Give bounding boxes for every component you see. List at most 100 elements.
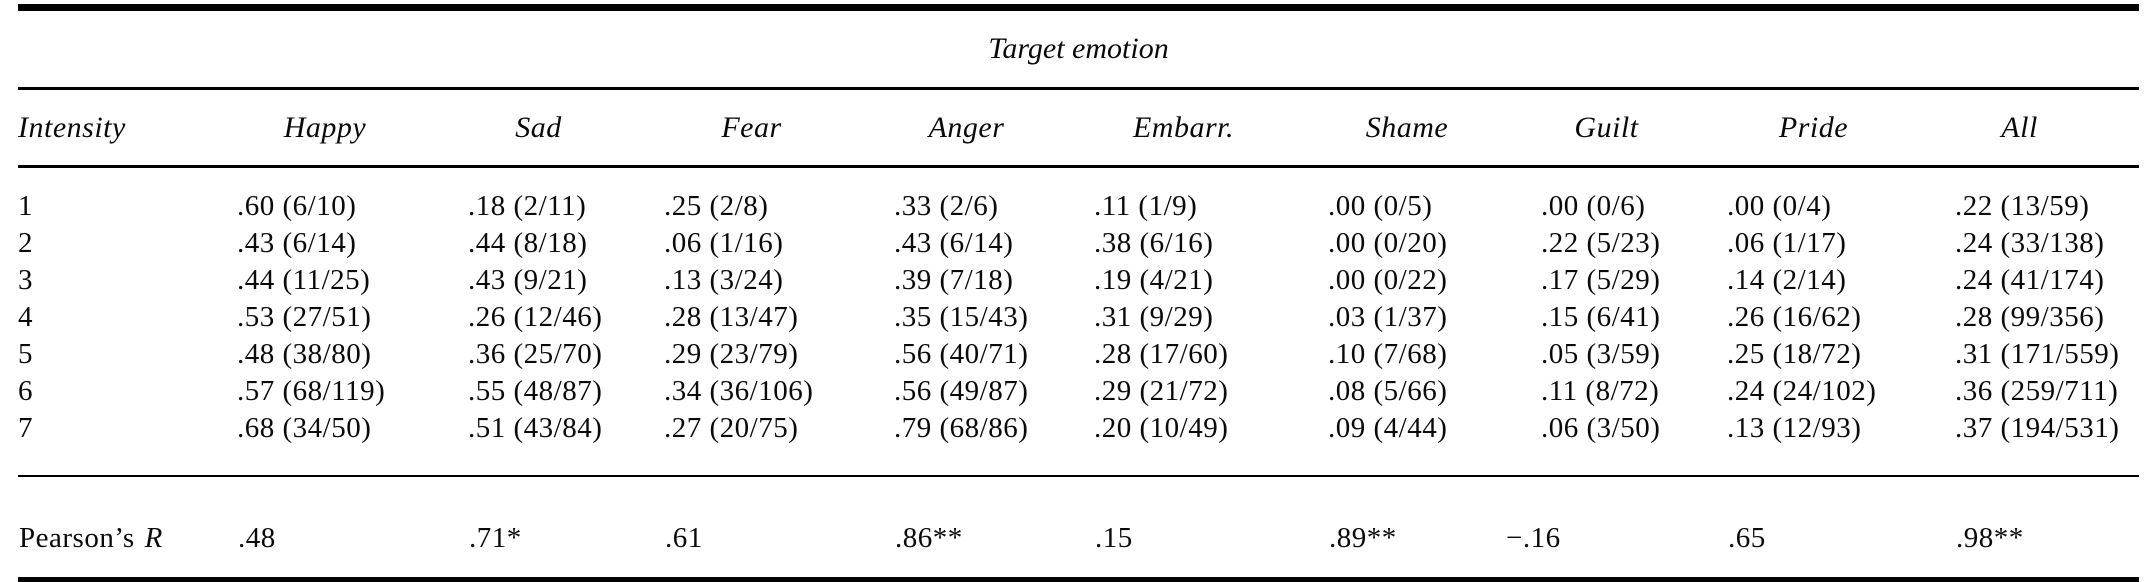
value-cell: .00 (0/4) (1727, 190, 1832, 222)
value-cell: .13 (12/93) (1727, 412, 1862, 444)
value-cell: .19 (4/21) (1094, 264, 1214, 296)
column-header-embarr: Embarr. (1094, 88, 1328, 168)
value-cell: .00 (0/20) (1328, 227, 1448, 259)
intensity-cell: 6 (18, 375, 33, 407)
intensity-cell: 1 (18, 190, 33, 222)
value-cell: .56 (49/87) (894, 375, 1029, 407)
value-cell: .31 (9/29) (1094, 301, 1214, 333)
summary-value-cell: −.16 (1506, 475, 1727, 581)
value-cell: .48 (38/80) (237, 338, 372, 370)
value-cell: .68 (34/50) (237, 412, 372, 444)
table-row: 2 .43 (6/14) .44 (8/18) .06 (1/16) .43 (6/14… (18, 225, 2139, 262)
value-cell: .13 (3/24) (664, 264, 784, 296)
value-cell: .20 (10/49) (1094, 412, 1229, 444)
column-header-intensity: Intensity (18, 88, 237, 168)
table-row: 4 .53 (27/51) .26 (12/46) .28 (13/47) .35 (1… (18, 299, 2139, 336)
intensity-cell: 5 (18, 338, 33, 370)
value-cell: .10 (7/68) (1328, 338, 1448, 370)
value-cell: .26 (16/62) (1727, 301, 1862, 333)
table-row: 3 .44 (11/25) .43 (9/21) .13 (3/24) .39 (7/1… (18, 262, 2139, 299)
value-cell: .39 (7/18) (894, 264, 1014, 296)
value-cell: .14 (2/14) (1727, 264, 1847, 296)
value-cell: .25 (2/8) (664, 190, 769, 222)
summary-value-cell: .71* (468, 475, 664, 581)
value-cell: .08 (5/66) (1328, 375, 1448, 407)
value-cell: .28 (99/356) (1955, 301, 2105, 333)
value-cell: .43 (9/21) (468, 264, 588, 296)
value-cell: .43 (6/14) (894, 227, 1014, 259)
value-cell: .29 (21/72) (1094, 375, 1229, 407)
value-cell: .25 (18/72) (1727, 338, 1862, 370)
summary-value-cell: .15 (1094, 475, 1328, 581)
value-cell: .57 (68/119) (237, 375, 386, 407)
intensity-cell: 2 (18, 227, 33, 259)
summary-value-cell: .48 (237, 475, 468, 581)
value-cell: .28 (13/47) (664, 301, 799, 333)
value-cell: .36 (259/711) (1955, 375, 2119, 407)
value-cell: .44 (8/18) (468, 227, 588, 259)
column-header-row: Intensity Happy Sad Fear Anger Embarr. S… (18, 88, 2140, 168)
intensity-cell: 4 (18, 301, 33, 333)
value-cell: .00 (0/5) (1328, 190, 1433, 222)
table-body: 1 .60 (6/10) .18 (2/11) .25 (2/8) .33 (2/6).… (18, 167, 2139, 477)
value-cell: .26 (12/46) (468, 301, 603, 333)
value-cell: .18 (2/11) (468, 190, 587, 222)
value-cell: .35 (15/43) (894, 301, 1029, 333)
summary-value-cell: .65 (1727, 475, 1955, 581)
value-cell: .24 (33/138) (1955, 227, 2105, 259)
table-row: 5 .48 (38/80) .36 (25/70) .29 (23/79) .56 (4… (18, 336, 2139, 373)
column-header-happy: Happy (237, 88, 468, 168)
value-cell: .27 (20/75) (664, 412, 799, 444)
value-cell: .53 (27/51) (237, 301, 372, 333)
spanner-header: Target emotion (18, 7, 2140, 90)
value-cell: .43 (6/14) (237, 227, 357, 259)
summary-value-cell: .86** (894, 475, 1094, 581)
value-cell: .22 (5/23) (1541, 227, 1661, 259)
value-cell: .24 (41/174) (1955, 264, 2105, 296)
value-cell: .29 (23/79) (664, 338, 799, 370)
summary-value-cell: .89** (1328, 475, 1541, 581)
value-cell: .33 (2/6) (894, 190, 999, 222)
value-cell: .34 (36/106) (664, 375, 814, 407)
value-cell: .00 (0/6) (1541, 190, 1646, 222)
value-cell: .28 (17/60) (1094, 338, 1229, 370)
value-cell: .44 (11/25) (237, 264, 371, 296)
value-cell: .03 (1/37) (1328, 301, 1448, 333)
column-header-all: All (1955, 88, 2140, 168)
value-cell: .55 (48/87) (468, 375, 603, 407)
summary-label: Pearson’s (19, 522, 135, 554)
intensity-cell: 7 (18, 412, 33, 444)
value-cell: .06 (1/16) (664, 227, 784, 259)
value-cell: .38 (6/16) (1094, 227, 1214, 259)
value-cell: .05 (3/59) (1541, 338, 1661, 370)
value-cell: .31 (171/559) (1955, 338, 2120, 370)
value-cell: .11 (8/72) (1541, 375, 1660, 407)
summary-row: Pearson’s R .48.71* .61.86** .15.89** −.16.6… (18, 475, 2140, 581)
summary-value-cell: .98** (1955, 475, 2140, 581)
value-cell: .17 (5/29) (1541, 264, 1661, 296)
table-row: 1 .60 (6/10) .18 (2/11) .25 (2/8) .33 (2/6).… (18, 167, 2139, 226)
column-header-shame: Shame (1328, 88, 1541, 168)
target-emotion-table: Target emotion Intensity Happy Sad Fear … (18, 4, 2140, 582)
value-cell: .22 (13/59) (1955, 190, 2090, 222)
summary-label-cell: Pearson’s R (18, 475, 237, 581)
value-cell: .56 (40/71) (894, 338, 1029, 370)
value-cell: .00 (0/22) (1328, 264, 1448, 296)
value-cell: .79 (68/86) (894, 412, 1029, 444)
value-cell: .24 (24/102) (1727, 375, 1877, 407)
summary-value-cell: .61 (664, 475, 894, 581)
column-header-guilt: Guilt (1541, 88, 1727, 168)
value-cell: .09 (4/44) (1328, 412, 1448, 444)
column-header-anger: Anger (894, 88, 1094, 168)
value-cell: .06 (1/17) (1727, 227, 1847, 259)
value-cell: .11 (1/9) (1094, 190, 1198, 222)
column-header-fear: Fear (664, 88, 894, 168)
value-cell: .36 (25/70) (468, 338, 603, 370)
column-header-sad: Sad (468, 88, 664, 168)
value-cell: .60 (6/10) (237, 190, 357, 222)
value-cell: .37 (194/531) (1955, 412, 2120, 444)
summary-label-stat: R (144, 522, 163, 554)
spanner-row: Target emotion (18, 7, 2140, 90)
value-cell: .15 (6/41) (1541, 301, 1661, 333)
